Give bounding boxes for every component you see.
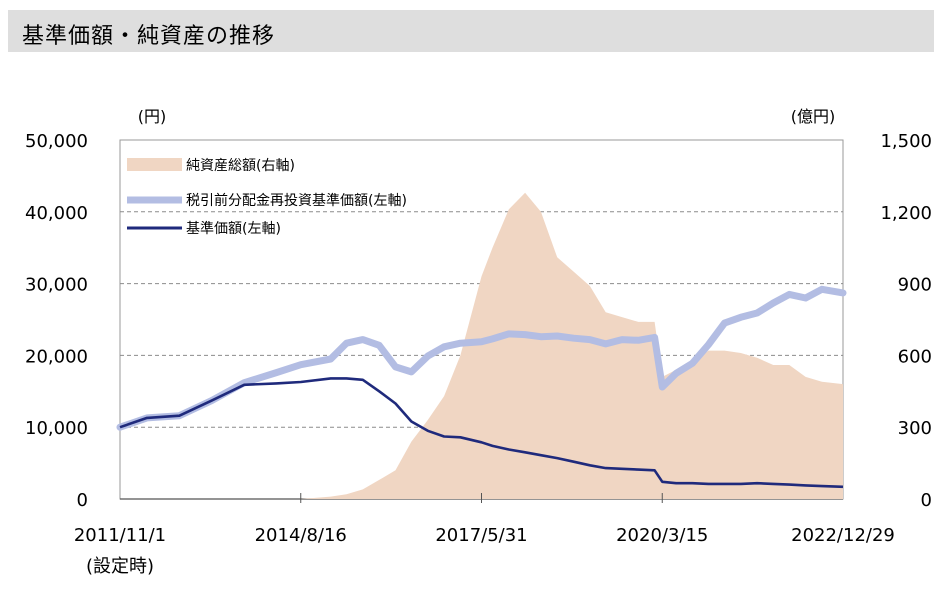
x-tick-label: 2011/11/1 (74, 525, 166, 546)
legend-swatch-assets (127, 158, 182, 171)
page-title: 基準価額・純資産の推移 (22, 24, 276, 49)
y-right-tick-label: 1,200 (880, 203, 932, 224)
legend-label-reinvested: 税引前分配金再投資基準価額(左軸) (186, 192, 407, 209)
y-left-unit: (円) (138, 107, 167, 126)
y-left-tick-label: 10,000 (25, 418, 88, 439)
legend-label-assets: 純資産総額(右軸) (186, 158, 295, 174)
y-left-tick-label: 40,000 (25, 203, 88, 224)
title-bar: 基準価額・純資産の推移 (8, 10, 934, 52)
legend-label-nav: 基準価額(左軸) (186, 220, 281, 237)
y-left-tick-label: 30,000 (25, 275, 88, 296)
y-right-tick-label: 1,500 (880, 131, 932, 152)
y-right-tick-label: 0 (921, 490, 932, 511)
y-left-tick-label: 20,000 (25, 346, 88, 367)
y-right-unit: (億円) (791, 107, 836, 126)
x-tick-note: (設定時) (86, 556, 154, 577)
y-right-tick-label: 900 (898, 275, 932, 296)
series-nav-line (119, 377, 844, 489)
series-reinvested-line (116, 285, 847, 431)
x-tick-label: 2017/5/31 (435, 525, 527, 546)
x-tick-label: 2014/8/16 (255, 525, 347, 546)
y-right-tick-label: 300 (898, 418, 932, 439)
y-right-tick-label: 600 (898, 346, 932, 367)
x-tick-label: 2020/3/15 (616, 525, 708, 546)
x-tick-label: 2022/12/29 (791, 525, 895, 546)
series-assets-area (120, 192, 843, 499)
y-left-tick-label: 50,000 (25, 131, 88, 152)
y-left-tick-label: 0 (77, 490, 88, 511)
